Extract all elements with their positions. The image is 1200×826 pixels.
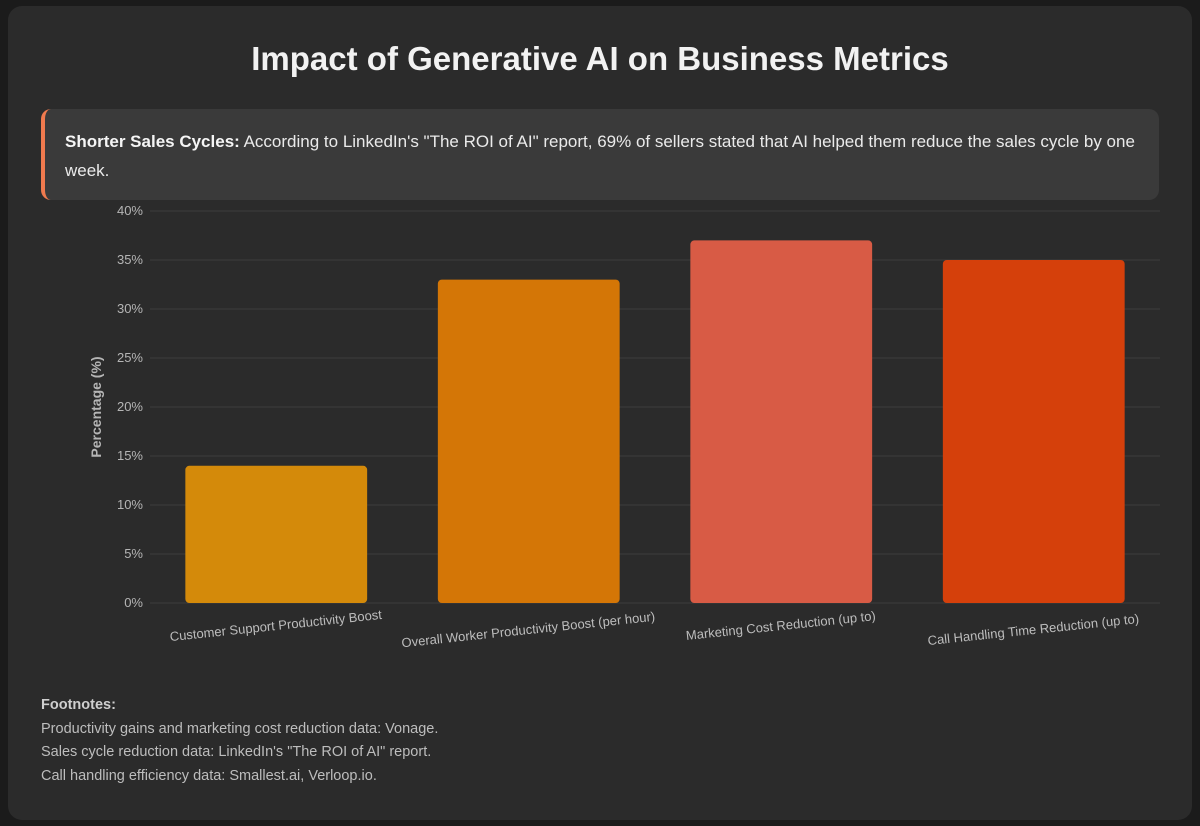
callout-box: Shorter Sales Cycles: According to Linke… xyxy=(41,109,1159,200)
callout-heading: Shorter Sales Cycles: xyxy=(65,132,240,151)
x-tick-label: Marketing Cost Reduction (up to) xyxy=(685,608,876,643)
bar-chart: 0% 5% 10% 15% 20% 25% 30% 35% 40% Percentage (%) C… xyxy=(88,203,1160,651)
y-tick-label: 20% xyxy=(117,399,143,414)
y-tick-label: 25% xyxy=(117,350,143,365)
y-tick-label: 5% xyxy=(124,546,143,561)
x-tick-label: Customer Support Productivity Boost xyxy=(169,607,383,644)
footnotes-heading: Footnotes: xyxy=(41,697,116,713)
y-axis-label: Percentage (%) xyxy=(88,356,104,457)
bar xyxy=(942,260,1125,603)
y-tick-label: 35% xyxy=(117,252,143,267)
y-tick-label: 30% xyxy=(117,301,143,316)
bar xyxy=(437,279,620,603)
y-tick-label: 0% xyxy=(124,595,143,610)
y-tick-label: 40% xyxy=(117,203,143,218)
page-title: Impact of Generative AI on Business Metr… xyxy=(251,40,949,77)
x-tick-label: Call Handling Time Reduction (up to) xyxy=(927,611,1140,648)
footnote-line: Productivity gains and marketing cost re… xyxy=(41,720,439,737)
footnotes: Footnotes: Productivity gains and market… xyxy=(41,694,438,788)
y-tick-label: 15% xyxy=(117,448,143,463)
callout-text: According to LinkedIn's "The ROI of AI" … xyxy=(65,132,1135,180)
footnote-line: Sales cycle reduction data: LinkedIn's "… xyxy=(41,744,432,760)
x-tick-label: Overall Worker Productivity Boost (per h… xyxy=(401,609,656,651)
bar xyxy=(690,240,873,603)
footnote-line: Call handling efficiency data: Smallest.… xyxy=(41,767,377,784)
y-tick-label: 10% xyxy=(117,497,143,512)
bar xyxy=(185,465,368,603)
